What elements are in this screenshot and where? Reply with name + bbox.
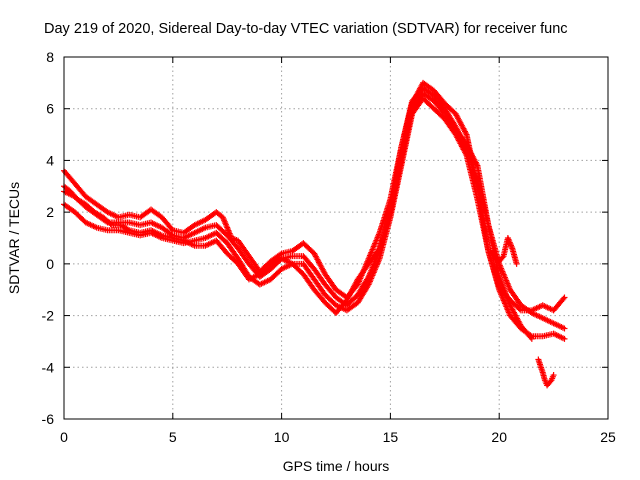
data-point-interp bbox=[527, 334, 534, 341]
data-point-interp bbox=[107, 220, 114, 227]
x-tick-label: 10 bbox=[274, 429, 290, 445]
y-tick-label: 4 bbox=[46, 152, 54, 168]
y-tick-label: 2 bbox=[46, 204, 54, 220]
series-trace-middle bbox=[61, 85, 568, 332]
x-tick-label: 20 bbox=[491, 429, 507, 445]
series-trace-tail bbox=[535, 356, 557, 389]
data-point bbox=[550, 372, 557, 379]
x-tick-label: 15 bbox=[383, 429, 399, 445]
data-point bbox=[513, 260, 520, 267]
y-tick-label: -2 bbox=[42, 308, 55, 324]
chart-title: Day 219 of 2020, Sidereal Day-to-day VTE… bbox=[44, 21, 568, 37]
y-tick-label: 8 bbox=[46, 49, 54, 65]
series-trace-short bbox=[61, 90, 535, 342]
series-trace-spike bbox=[487, 235, 520, 267]
data-point bbox=[528, 335, 535, 342]
data-point-interp bbox=[547, 378, 554, 385]
grid-lines bbox=[64, 57, 608, 419]
y-tick-label: 6 bbox=[46, 101, 54, 117]
plot-frame bbox=[63, 56, 609, 420]
y-tick-label: -6 bbox=[42, 411, 55, 427]
x-tick-label: 25 bbox=[600, 429, 616, 445]
y-axis-label: SDTVAR / TECUs bbox=[6, 182, 22, 294]
x-tick-label: 5 bbox=[169, 429, 177, 445]
x-tick-label: 0 bbox=[60, 429, 68, 445]
data-point bbox=[561, 335, 568, 342]
axis-ticks: 0 5 10 15 20 25 -6 -4 -2 0 2 4 6 8 bbox=[42, 49, 616, 445]
x-axis-label: GPS time / hours bbox=[283, 458, 390, 474]
data-series bbox=[61, 79, 568, 389]
data-point bbox=[561, 325, 568, 332]
data-point-interp bbox=[560, 295, 567, 302]
y-tick-label: 0 bbox=[46, 256, 54, 272]
data-point-interp bbox=[516, 306, 523, 313]
data-point bbox=[561, 294, 568, 301]
y-tick-label: -4 bbox=[42, 359, 55, 375]
